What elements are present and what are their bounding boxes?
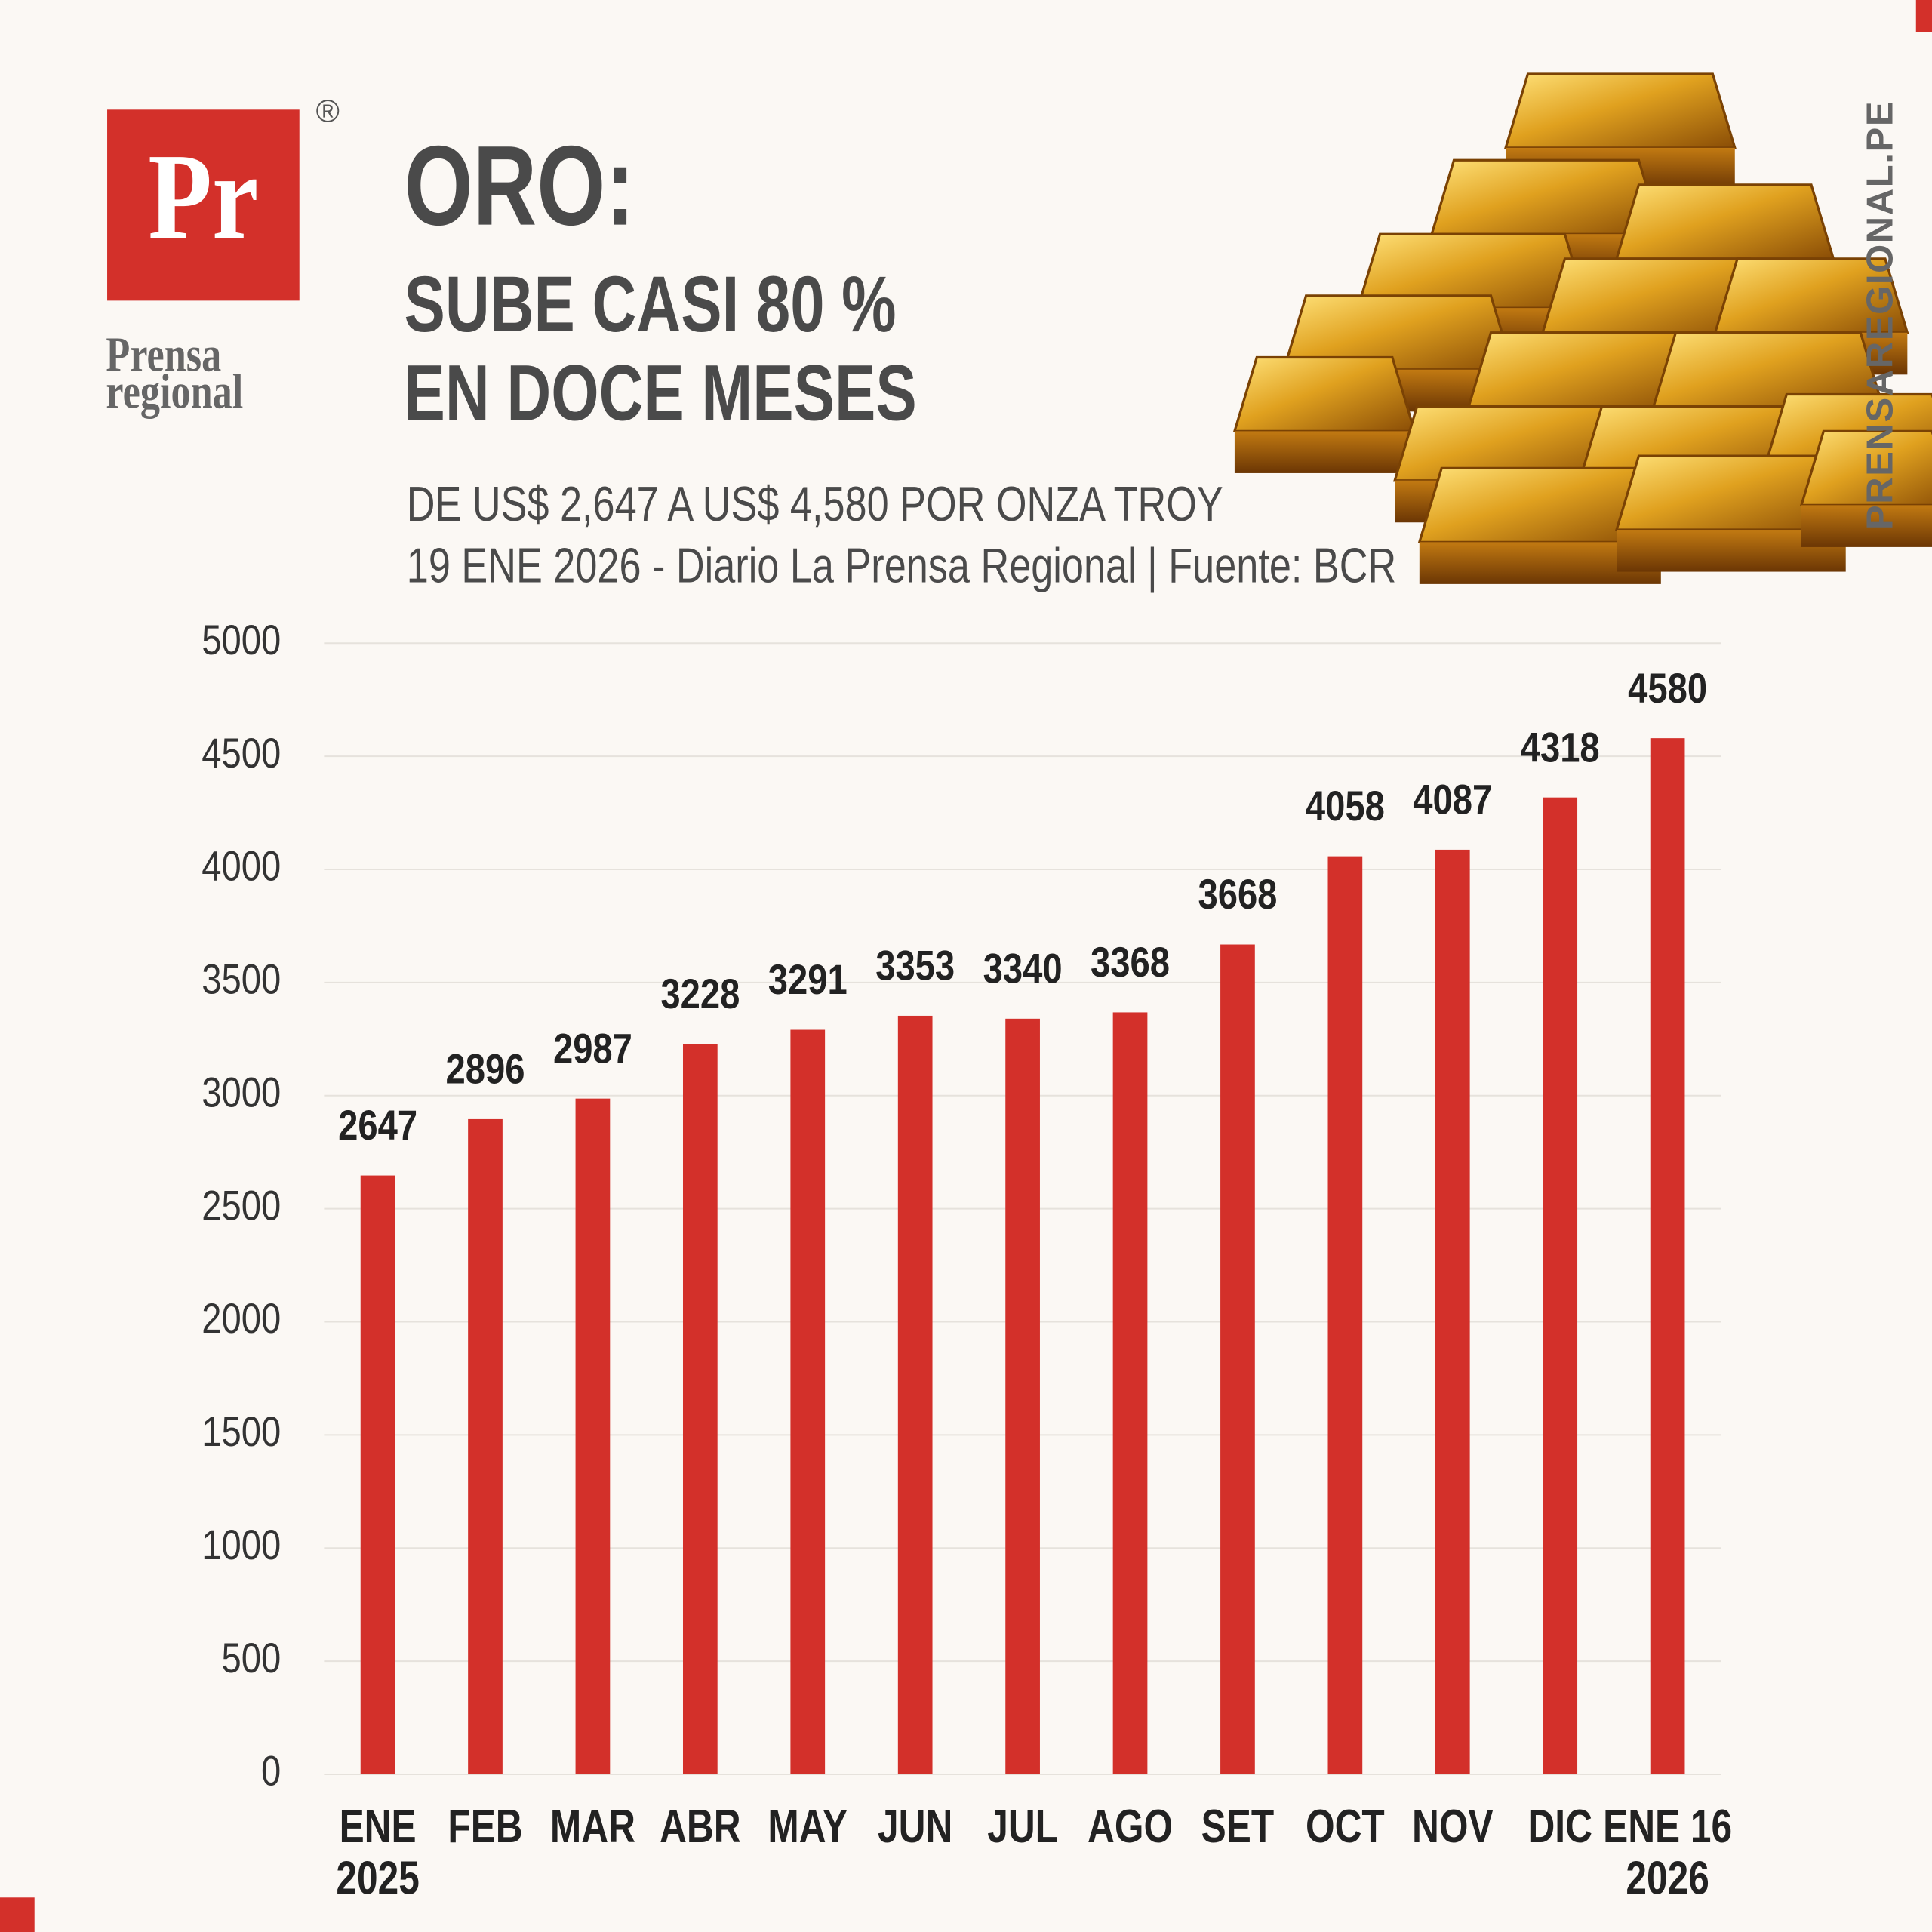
chart-subtitle: EN DOCE MESES [405, 349, 917, 437]
registered-mark: ® [316, 93, 340, 128]
chart-subtitle: SUBE CASI 80 % [405, 260, 897, 348]
y-tick-label: 5000 [202, 616, 281, 663]
bar [790, 1029, 826, 1775]
watermark: PRENSAREGIONAL.PE [1860, 100, 1901, 530]
bar [897, 1015, 933, 1775]
data-label: 4318 [1521, 724, 1600, 771]
x-tick-label: JUL [987, 1800, 1058, 1853]
gold-bar [1799, 429, 1932, 507]
data-label: 3368 [1091, 938, 1170, 985]
data-label: 3228 [660, 970, 740, 1017]
y-tick-label: 4500 [202, 729, 281, 776]
gold-bar-side [1234, 431, 1415, 473]
corner-mark [1915, 0, 1932, 32]
bar [360, 1175, 395, 1775]
data-label: 2647 [338, 1102, 417, 1149]
bar [1650, 738, 1685, 1775]
x-tick-label: ENE 2025 [336, 1800, 419, 1904]
y-tick-label: 3000 [202, 1069, 281, 1115]
data-label: 3291 [768, 956, 848, 1003]
gold-bar [1614, 183, 1835, 260]
data-label: 2896 [446, 1045, 525, 1092]
data-label: 3668 [1198, 870, 1277, 917]
x-tick-label: OCT [1306, 1800, 1385, 1853]
x-tick-label: DIC [1527, 1800, 1592, 1853]
logo-text: Pr [148, 128, 258, 265]
gold-bar-side [1801, 505, 1932, 547]
bar [1543, 797, 1578, 1775]
chart-description: DE US$ 2,647 A US$ 4,580 POR ONZA TROY [407, 475, 1223, 531]
y-tick-label: 1000 [202, 1521, 281, 1567]
bar [575, 1098, 611, 1775]
y-tick-label: 1500 [202, 1407, 281, 1454]
bar [1112, 1012, 1148, 1775]
chart-source: 19 ENE 2026 - Diario La Prensa Regional … [407, 537, 1396, 593]
x-tick-label: AGO [1088, 1800, 1173, 1853]
x-tick-label: MAY [768, 1800, 848, 1853]
gold-bars-illustration [1232, 72, 1932, 584]
bar [1327, 856, 1363, 1775]
bar [1435, 849, 1470, 1775]
data-label: 4087 [1413, 776, 1492, 823]
brand-name: regional [106, 364, 243, 419]
bar [468, 1118, 503, 1775]
logo-box [107, 109, 300, 301]
chart-title: ORO: [405, 122, 635, 249]
brand-name: Prensa [106, 327, 221, 382]
x-tick-label: NOV [1412, 1800, 1494, 1853]
x-tick-label: MAR [550, 1800, 635, 1853]
y-tick-label: 2500 [202, 1182, 281, 1229]
y-tick-label: 3500 [202, 955, 281, 1002]
bar [1220, 944, 1255, 1775]
gold-bar [1232, 355, 1417, 433]
data-label: 3340 [983, 945, 1063, 992]
x-tick-label: ENE 16 2026 [1603, 1800, 1732, 1904]
x-tick-label: FEB [448, 1800, 522, 1853]
data-label: 4058 [1306, 783, 1385, 829]
data-label: 4580 [1628, 664, 1707, 711]
y-tick-label: 2000 [202, 1295, 281, 1342]
y-tick-label: 0 [261, 1747, 281, 1794]
gold-bar [1503, 72, 1737, 149]
x-tick-label: JUN [878, 1800, 952, 1853]
corner-mark [0, 1897, 35, 1932]
data-label: 2987 [553, 1025, 632, 1072]
y-tick-label: 4000 [202, 842, 281, 889]
data-label: 3353 [875, 942, 955, 989]
bar [682, 1044, 718, 1775]
x-tick-label: SET [1201, 1800, 1275, 1853]
x-tick-label: ABR [660, 1800, 741, 1853]
y-tick-label: 500 [222, 1634, 281, 1681]
bar [1005, 1018, 1040, 1775]
